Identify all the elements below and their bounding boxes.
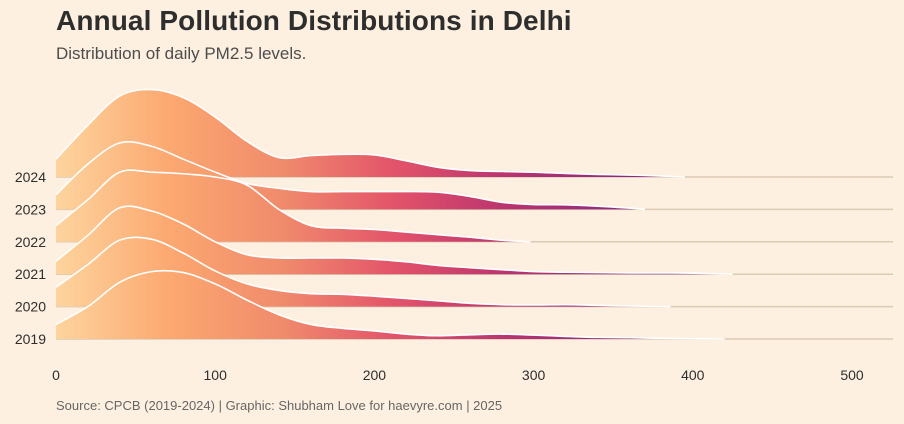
ridge-outline-2021 — [55, 205, 733, 275]
ridge-area-2024 — [56, 89, 685, 177]
x-tick-label-200: 200 — [363, 367, 387, 383]
ridge-outline-2022 — [55, 169, 531, 243]
chart-title: Annual Pollution Distributions in Delhi — [56, 5, 572, 36]
x-tick-label-100: 100 — [204, 367, 228, 383]
y-axis-labels: 2024 2023 2022 2021 2020 2019 — [15, 169, 46, 347]
x-tick-label-500: 500 — [840, 367, 864, 383]
y-label-2021: 2021 — [15, 266, 46, 282]
y-label-2019: 2019 — [15, 331, 46, 347]
ridge-outline-2019 — [55, 269, 725, 340]
ridge-outline-2020 — [55, 236, 671, 308]
ridges — [55, 88, 733, 340]
ridge-area-2021 — [56, 206, 733, 275]
x-tick-label-0: 0 — [52, 367, 60, 383]
x-tick-label-400: 400 — [681, 367, 705, 383]
y-label-2020: 2020 — [15, 299, 46, 315]
chart-subtitle: Distribution of daily PM2.5 levels. — [56, 44, 307, 63]
ridge-outline-2024 — [55, 88, 685, 178]
y-label-2023: 2023 — [15, 201, 46, 217]
x-tick-label-300: 300 — [522, 367, 546, 383]
y-label-2022: 2022 — [15, 234, 46, 250]
y-label-2024: 2024 — [15, 169, 46, 185]
ridge-outline-2023 — [55, 141, 646, 211]
source-caption: Source: CPCB (2019-2024) | Graphic: Shub… — [56, 398, 503, 413]
x-axis-labels: 0 100 200 300 400 500 — [52, 367, 864, 383]
